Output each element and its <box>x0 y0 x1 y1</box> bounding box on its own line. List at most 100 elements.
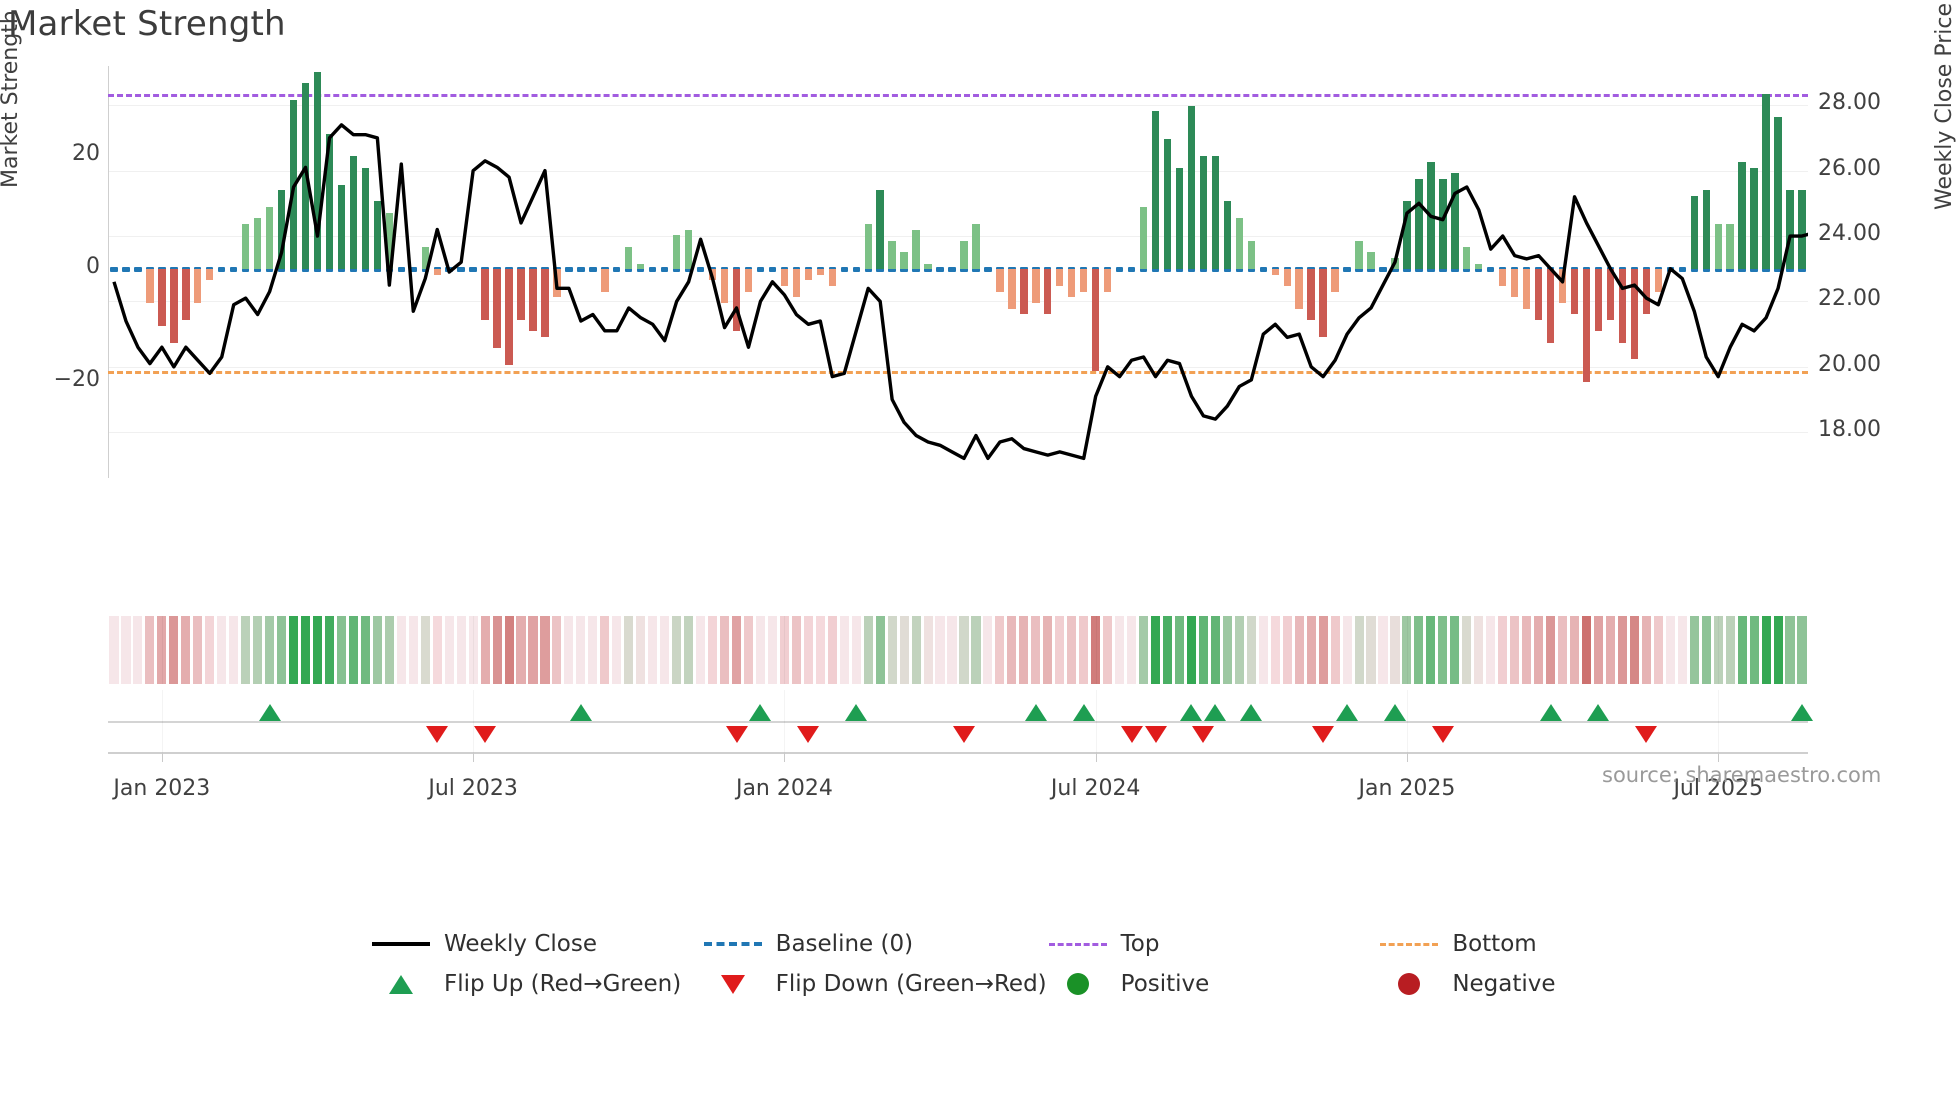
bar-positive <box>1187 105 1196 270</box>
legend-item-triangle-down-red[interactable]: Flip Down (Green→Red) <box>702 971 1047 997</box>
bar-negative <box>158 269 166 326</box>
heatmap-cell <box>672 616 682 684</box>
triangle-down-red-icon <box>702 972 764 996</box>
bar-positive <box>1726 224 1734 270</box>
baseline-segment <box>1439 266 1447 272</box>
flip-down-marker <box>1120 726 1143 743</box>
heatmap-cell <box>432 616 442 684</box>
heatmap-cell <box>145 616 155 684</box>
baseline-segment <box>1367 266 1375 272</box>
heatmap-cell <box>1282 616 1292 684</box>
bar-positive <box>277 190 286 270</box>
heatmap-cell <box>1079 616 1089 684</box>
heatmap-cell <box>1330 616 1340 684</box>
heatmap-cell <box>289 616 299 684</box>
bar-positive <box>1475 263 1483 270</box>
bar-negative <box>1582 269 1591 383</box>
heatmap-cell <box>1617 616 1627 684</box>
heatmap-cell <box>336 616 346 684</box>
flip-marker-track <box>108 690 1813 752</box>
heatmap-cell <box>528 616 538 684</box>
baseline-segment <box>1235 266 1244 272</box>
baseline-segment <box>1798 266 1806 272</box>
baseline-segment <box>1127 266 1136 272</box>
y-tick-right: 24.00 <box>1818 221 1881 246</box>
bar-negative <box>996 269 1004 292</box>
bar-negative <box>804 269 813 281</box>
bar-negative <box>1091 269 1100 371</box>
bar-negative <box>1510 269 1519 298</box>
page-title: Market Strength <box>8 4 286 44</box>
heatmap-cell <box>420 616 430 684</box>
legend-item-triangle-up-green[interactable]: Flip Up (Red→Green) <box>370 971 702 997</box>
heatmap-cell <box>708 616 718 684</box>
heatmap-cell <box>648 616 658 684</box>
legend-item-line-dashed-orange[interactable]: Bottom <box>1378 931 1710 957</box>
heatmap-cell <box>1677 616 1687 684</box>
heatmap-cell <box>1462 616 1472 684</box>
bar-positive <box>960 240 968 270</box>
flip-up-marker <box>1180 704 1203 721</box>
baseline-segment <box>110 266 118 272</box>
heatmap-cell <box>1055 616 1065 684</box>
legend-item-dot-green[interactable]: Positive <box>1047 971 1379 997</box>
flip-down-marker <box>1312 726 1335 743</box>
bar-negative <box>1295 269 1303 309</box>
heatmap-cell <box>1270 616 1280 684</box>
baseline-segment <box>637 266 645 272</box>
bar-negative <box>1546 269 1555 343</box>
flip-up-marker <box>1587 704 1610 721</box>
legend-item-dot-red[interactable]: Negative <box>1378 971 1710 997</box>
y-tick-right: 26.00 <box>1818 155 1881 181</box>
gridline <box>108 105 1808 107</box>
heatmap-cell <box>480 616 490 684</box>
heatmap-cell <box>109 616 119 684</box>
baseline-segment <box>457 266 465 272</box>
heatmap-cell <box>504 616 514 684</box>
bar-negative <box>1056 269 1064 287</box>
bar-positive <box>337 184 346 270</box>
heatmap-cell <box>1127 616 1137 684</box>
bar-positive <box>1211 156 1220 270</box>
legend-swatch <box>1048 942 1107 946</box>
heatmap-cell <box>205 616 215 684</box>
chart-legend: Weekly Close Baseline (0) Top Bottom Flip Up… <box>370 924 1710 1004</box>
heatmap-cell <box>1354 616 1364 684</box>
y-tick-left: 0 <box>86 254 100 280</box>
legend-item-line-dashed-blue[interactable]: Baseline (0) <box>702 931 1047 957</box>
heatmap-cell <box>1761 616 1771 684</box>
bar-positive <box>1463 246 1471 270</box>
heatmap-cell <box>384 616 394 684</box>
heatmap-cell <box>1067 616 1077 684</box>
bar-negative <box>816 269 825 275</box>
legend-item-line-dashed-purple[interactable]: Top <box>1047 931 1379 957</box>
heatmap-cell <box>1162 616 1173 684</box>
heatmap-cell <box>1522 616 1532 684</box>
bar-positive <box>325 133 334 270</box>
heatmap-cell <box>396 616 406 684</box>
heatmap-cell <box>1091 616 1101 684</box>
baseline-segment <box>1151 266 1160 272</box>
bar-negative <box>720 269 729 304</box>
baseline-segment <box>1403 266 1411 272</box>
reference-line-top <box>108 94 1808 98</box>
baseline-segment <box>768 266 777 272</box>
bar-negative <box>828 269 836 287</box>
flip-down-marker <box>1431 726 1454 743</box>
heatmap-cell <box>1593 616 1604 684</box>
baseline-segment <box>1415 266 1423 272</box>
heatmap-cell <box>1210 616 1220 684</box>
baseline-segment <box>696 266 705 272</box>
legend-label: Baseline (0) <box>775 931 914 957</box>
heatmap-cell <box>911 616 921 684</box>
bar-positive <box>1702 190 1710 270</box>
baseline-segment <box>924 266 932 272</box>
y-tick-right: 28.00 <box>1818 90 1881 116</box>
y-tick-right: 22.00 <box>1818 286 1881 312</box>
heatmap-cell <box>1139 616 1149 684</box>
heatmap-cell <box>1007 616 1017 684</box>
heatmap-cell <box>1641 616 1651 684</box>
bar-negative <box>1522 269 1531 309</box>
legend-item-line-solid-black[interactable]: Weekly Close <box>370 931 702 957</box>
baseline-segment <box>876 266 884 272</box>
